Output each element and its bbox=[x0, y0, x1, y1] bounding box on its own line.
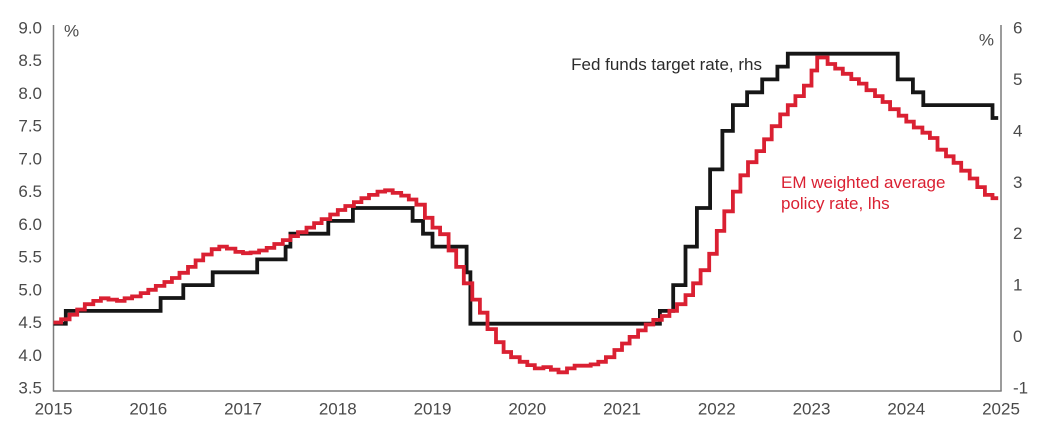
x-axis-tick-label: 2025 bbox=[982, 399, 1020, 418]
x-axis-tick-label: 2018 bbox=[319, 399, 357, 418]
x-axis-tick-label: 2021 bbox=[603, 399, 641, 418]
x-axis-tick-label: 2017 bbox=[224, 399, 262, 418]
x-axis-tick-label: 2024 bbox=[887, 399, 925, 418]
right-axis-tick-label: 3 bbox=[1013, 173, 1022, 192]
left-axis-tick-label: 8.5 bbox=[18, 51, 42, 70]
x-axis-tick-label: 2020 bbox=[508, 399, 546, 418]
left-axis-tick-label: 5.0 bbox=[18, 280, 42, 299]
legend-em-line2: policy rate, lhs bbox=[781, 194, 890, 213]
right-axis-tick-label: 5 bbox=[1013, 70, 1022, 89]
legend-fed-funds: Fed funds target rate, rhs bbox=[571, 55, 762, 74]
left-axis-tick-label: 7.0 bbox=[18, 149, 42, 168]
left-axis-tick-label: 8.0 bbox=[18, 84, 42, 103]
left-axis-tick-label: 4.0 bbox=[18, 346, 42, 365]
right-axis-tick-label: 1 bbox=[1013, 276, 1022, 295]
em-policy-rate-line bbox=[53, 55, 999, 375]
right-axis-unit-label: % bbox=[979, 30, 994, 49]
x-axis-tick-label: 2023 bbox=[793, 399, 831, 418]
left-axis-tick-label: 9.0 bbox=[18, 18, 42, 37]
x-axis-tick-label: 2016 bbox=[129, 399, 167, 418]
left-axis-tick-label: 5.5 bbox=[18, 248, 42, 267]
legend-em-line1: EM weighted average bbox=[781, 173, 946, 192]
x-axis-tick-label: 2022 bbox=[698, 399, 736, 418]
right-axis-tick-label: -1 bbox=[1013, 378, 1028, 397]
left-axis-unit-label: % bbox=[64, 21, 79, 40]
right-axis-tick-label: 6 bbox=[1013, 18, 1022, 37]
right-axis-tick-label: 0 bbox=[1013, 327, 1022, 346]
x-axis-tick-label: 2019 bbox=[414, 399, 452, 418]
left-axis-tick-label: 4.5 bbox=[18, 313, 42, 332]
right-axis-tick-label: 4 bbox=[1013, 121, 1022, 140]
left-axis-tick-label: 6.0 bbox=[18, 215, 42, 234]
left-axis-tick-label: 7.5 bbox=[18, 117, 42, 136]
legend-em: EM weighted average policy rate, lhs bbox=[781, 172, 945, 214]
right-axis-tick-label: 2 bbox=[1013, 224, 1022, 243]
left-axis-tick-label: 6.5 bbox=[18, 182, 42, 201]
left-axis-tick-label: 3.5 bbox=[18, 378, 42, 397]
x-axis-tick-label: 2015 bbox=[35, 399, 73, 418]
